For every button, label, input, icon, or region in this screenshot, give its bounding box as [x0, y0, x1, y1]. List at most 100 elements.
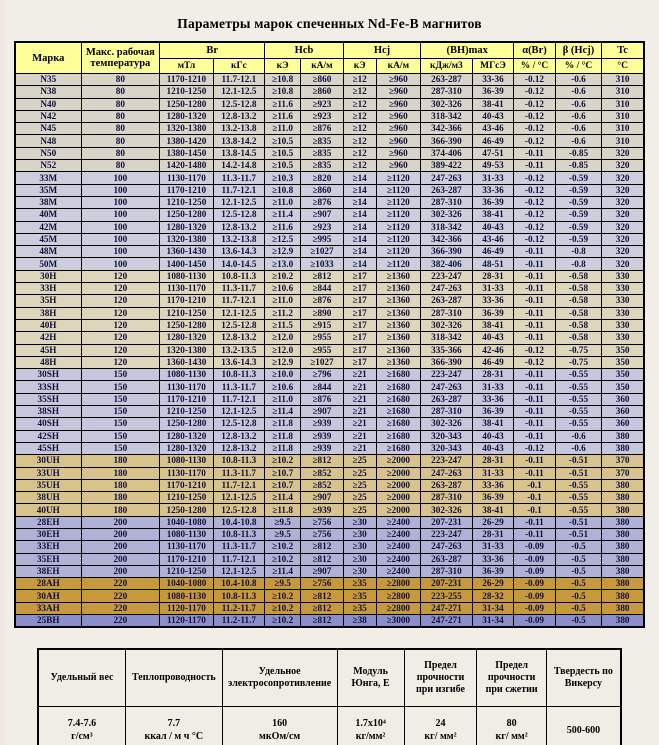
value-cell: 1130-1170	[159, 171, 214, 185]
value-cell: -0.51	[554, 515, 603, 529]
value-cell: -0.6	[554, 85, 603, 99]
value-cell: ≥10.2	[264, 589, 302, 603]
value-cell: 247-263	[420, 380, 473, 394]
value-cell: -0.75	[554, 343, 603, 357]
value-cell: 360	[601, 405, 645, 419]
value-cell: ≥820	[300, 171, 344, 185]
value-cell: 1080-1130	[159, 589, 214, 603]
value-cell: 200	[80, 540, 161, 554]
value-cell: -0.12	[513, 183, 556, 197]
value-cell: ≥12	[342, 134, 377, 148]
value-cell: -0.6	[554, 429, 603, 443]
value-cell: ≥844	[300, 380, 344, 394]
value-cell: 120	[80, 318, 161, 333]
value-cell: 42-46	[471, 343, 515, 357]
value-cell: -0.59	[554, 220, 603, 234]
value-cell: 120	[80, 331, 161, 345]
value-cell: 180	[80, 491, 161, 505]
value-cell: ≥11.4	[264, 564, 302, 579]
value-cell: 180	[80, 454, 161, 468]
grade-cell: 42SH	[14, 429, 82, 443]
value-cell: 1210-1250	[159, 405, 214, 419]
grade-cell: 40SH	[14, 417, 82, 431]
value-cell: ≥9.5	[264, 515, 302, 529]
value-cell: 318-342	[420, 109, 473, 124]
prop-value-density: 7.4-7.6 г/см³	[37, 706, 126, 745]
value-cell: 36-39	[471, 195, 515, 210]
grade-cell: 33M	[14, 171, 82, 185]
properties-header: Удельный вес Теплопроводность Удельное э…	[37, 648, 622, 708]
value-cell: ≥12	[342, 159, 377, 173]
table-row-N42: N42 80 1280-1320 12.8-13.2 ≥11.6 ≥923 ≥12 ≥960 3…	[14, 109, 645, 124]
value-cell: -0.59	[554, 171, 603, 185]
value-cell: 287-310	[420, 85, 473, 99]
prop-value: 1.7x10⁴	[355, 718, 386, 730]
value-cell: 1080-1130	[159, 454, 214, 468]
value-cell: ≥17	[342, 306, 377, 320]
value-cell: 10.8-11.3	[212, 368, 266, 382]
value-cell: 350	[601, 368, 645, 382]
value-cell: 263-287	[420, 72, 473, 87]
value-cell: 302-326	[420, 318, 473, 333]
grade-cell: 40M	[14, 208, 82, 222]
prop-value-bending-strength: 24 кг/ мм²	[403, 706, 478, 745]
value-cell: 10.4-10.8	[212, 515, 266, 529]
table-row-38EH: 38EH 200 1210-1250 12.1-12.5 ≥11.4 ≥907 ≥30 ≥24…	[14, 564, 645, 579]
value-cell: ≥25	[342, 491, 377, 505]
value-cell: -0.12	[513, 220, 556, 234]
value-cell: ≥11.5	[264, 318, 302, 333]
value-cell: ≥907	[300, 491, 344, 505]
value-cell: 11.3-11.7	[212, 171, 266, 185]
value-cell: 28-31	[471, 527, 515, 542]
value-cell: ≥876	[300, 195, 344, 210]
value-cell: ≥11.6	[264, 97, 302, 111]
value-cell: 120	[80, 355, 161, 370]
value-cell: -0.55	[554, 405, 603, 419]
prop-value: 24	[435, 718, 446, 730]
value-cell: ≥844	[300, 282, 344, 296]
value-cell: 28-31	[471, 269, 515, 284]
value-cell: ≥21	[342, 405, 377, 419]
value-cell: 302-326	[420, 503, 473, 517]
value-cell: -0.51	[554, 454, 603, 468]
value-cell: 31-34	[471, 614, 515, 628]
value-cell: ≥812	[300, 269, 344, 284]
prop-header-vickers-hardness: Твердесть по Викерсу	[545, 648, 622, 708]
grade-cell: 30EH	[14, 527, 82, 542]
value-cell: 12.5-12.8	[212, 208, 266, 222]
value-cell: ≥1120	[375, 220, 422, 234]
prop-header-thermal-conductivity: Теплопроводность	[124, 648, 223, 708]
value-cell: ≥30	[342, 540, 377, 554]
value-cell: 1250-1280	[159, 503, 214, 517]
value-cell: 33-36	[471, 392, 515, 407]
value-cell: -0.58	[554, 331, 603, 345]
value-cell: 223-255	[420, 589, 473, 603]
grade-cell: N40	[14, 97, 82, 111]
value-cell: 36-39	[471, 405, 515, 419]
unit-header-hcj-kam: кА/м	[375, 58, 422, 74]
value-cell: -0.58	[554, 269, 603, 284]
value-cell: ≥38	[342, 614, 377, 628]
value-cell: 12.8-13.2	[212, 441, 266, 456]
value-cell: ≥923	[300, 109, 344, 124]
value-cell: 14.0-14.5	[212, 257, 266, 271]
table-row-30UH: 30UH 180 1080-1130 10.8-11.3 ≥10.2 ≥812 ≥25 ≥20…	[14, 454, 645, 468]
value-cell: ≥12	[342, 146, 377, 161]
value-cell: 36-39	[471, 564, 515, 579]
value-cell: ≥12	[342, 122, 377, 136]
col-header-tc: Tc	[601, 41, 645, 59]
value-cell: ≥21	[342, 441, 377, 456]
unit-header-mgse: МГсЭ	[471, 58, 515, 74]
value-cell: ≥11.6	[264, 220, 302, 234]
value-cell: ≥1680	[375, 380, 422, 394]
value-cell: ≥1120	[375, 257, 422, 271]
value-cell: -0.58	[554, 306, 603, 320]
value-cell: ≥1360	[375, 306, 422, 320]
value-cell: -0.51	[554, 466, 603, 480]
value-cell: ≥1360	[375, 294, 422, 308]
value-cell: ≥9.5	[264, 527, 302, 542]
grade-cell: 38SH	[14, 405, 82, 419]
value-cell: 247-263	[420, 540, 473, 554]
table-row-35H: 35H 120 1170-1210 11.7-12.1 ≥11.0 ≥876 ≥17 ≥136…	[14, 294, 645, 308]
table-body: N35 80 1170-1210 11.7-12.1 ≥10.8 ≥860 ≥12 ≥960 2…	[14, 72, 645, 628]
